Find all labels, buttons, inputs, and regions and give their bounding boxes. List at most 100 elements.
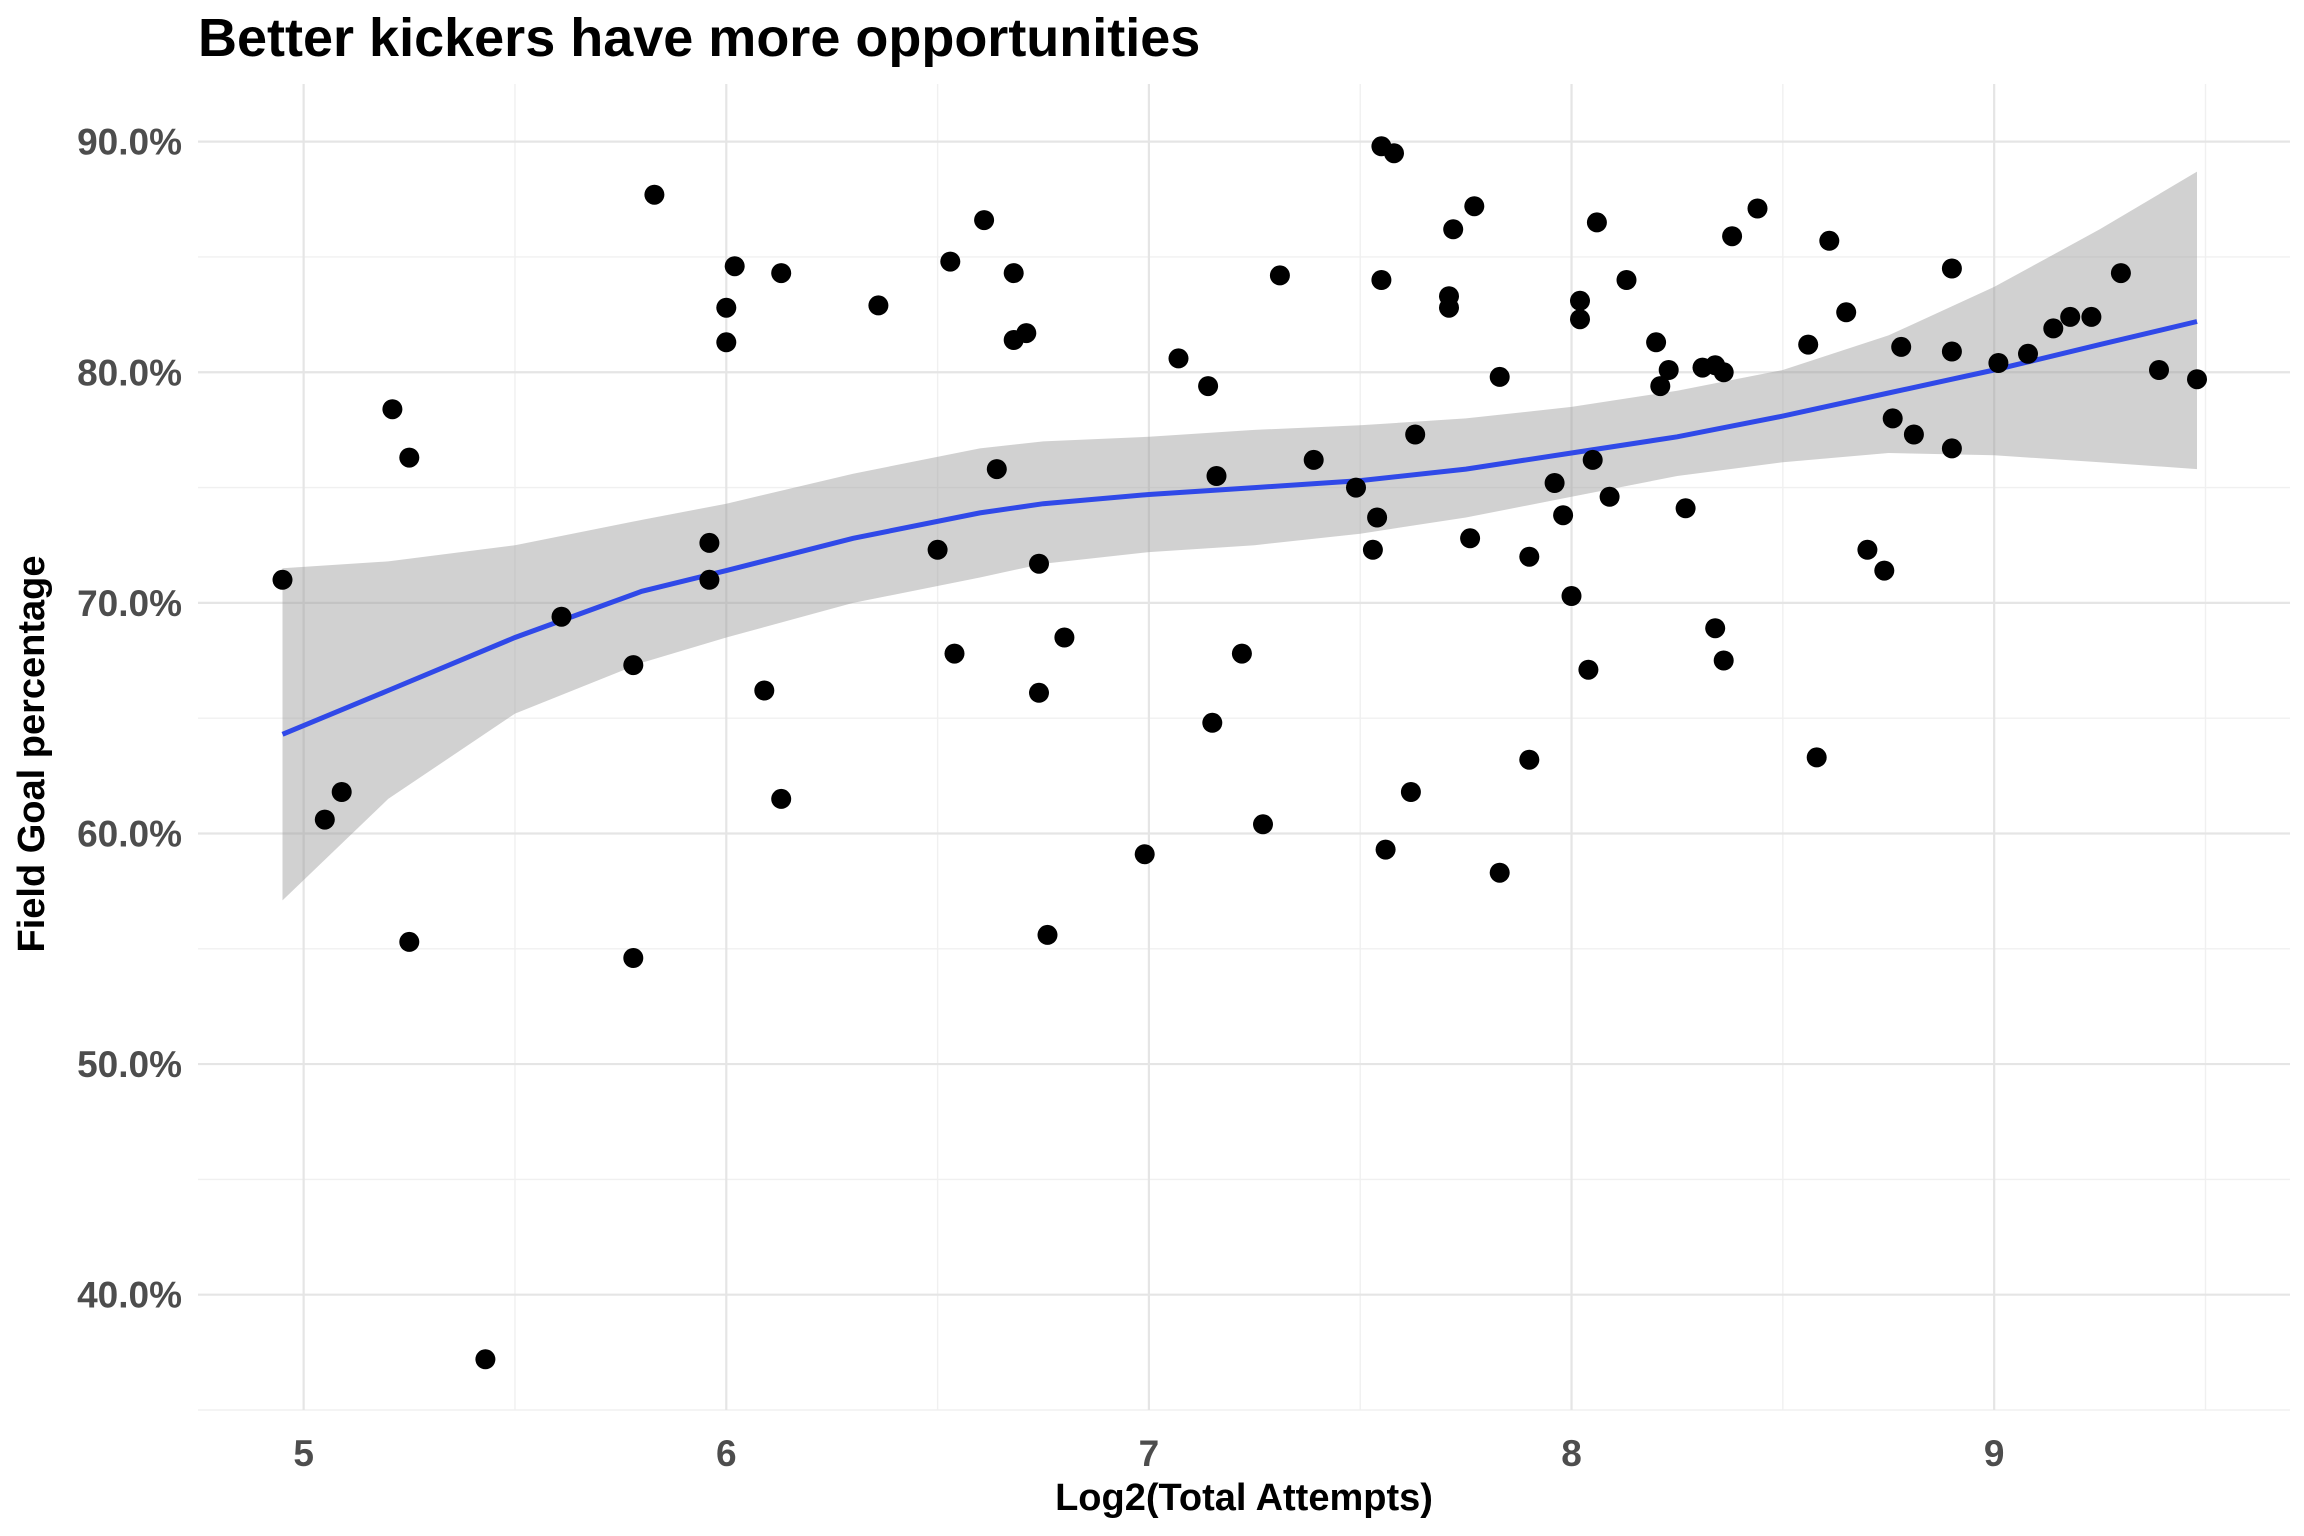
data-point (1303, 449, 1324, 470)
data-point (1874, 560, 1895, 581)
trend-line (281, 319, 2198, 737)
trend-line-layer (281, 319, 2198, 737)
data-point (1362, 539, 1383, 560)
data-point (771, 263, 792, 284)
data-point (272, 569, 293, 590)
chart-title: Better kickers have more opportunities (198, 8, 1200, 68)
data-point (1819, 230, 1840, 251)
data-point (1882, 408, 1903, 429)
data-point (2110, 263, 2131, 284)
data-point (399, 447, 420, 468)
data-point (1134, 844, 1155, 865)
data-point (2149, 360, 2169, 380)
data-point (1806, 747, 1827, 768)
data-point (314, 809, 335, 830)
data-point (1202, 712, 1223, 733)
data-point (2043, 318, 2064, 339)
data-point (1646, 332, 1667, 353)
data-point (1836, 302, 1857, 323)
data-point (644, 184, 665, 205)
data-point (1489, 862, 1510, 883)
data-point (716, 332, 737, 353)
data-point (1941, 258, 1962, 279)
data-point (1988, 353, 2009, 373)
data-point (2187, 369, 2207, 390)
data-point (1747, 198, 1768, 219)
data-point (1658, 360, 1679, 380)
data-point (1705, 618, 1726, 639)
data-point (1798, 334, 1819, 355)
y-axis-tick-labels: 40.0% 50.0% 60.0% 70.0% 80.0% 90.0% (77, 122, 182, 1316)
data-point (1519, 749, 1540, 770)
y-tick-label: 70.0% (77, 583, 182, 624)
x-tick-label: 7 (1139, 1433, 1160, 1474)
data-point (1553, 505, 1574, 526)
data-point (940, 251, 961, 272)
x-axis-title: Log2(Total Attempts) (1055, 1477, 1433, 1519)
data-point (1443, 219, 1464, 240)
data-point (623, 948, 644, 968)
data-point (1405, 424, 1426, 445)
data-point (1891, 336, 1912, 357)
data-point (1029, 682, 1049, 703)
data-point (1367, 507, 1388, 528)
data-point (1439, 297, 1459, 318)
data-point (1713, 650, 1734, 671)
data-point (771, 788, 792, 809)
data-point (1570, 290, 1590, 311)
y-tick-label: 60.0% (77, 813, 182, 854)
data-point (623, 655, 644, 676)
confidence-band-layer (282, 171, 2197, 901)
y-tick-label: 90.0% (77, 122, 182, 163)
y-axis-title: Field Goal percentage (11, 556, 53, 953)
data-point (1016, 323, 1037, 344)
data-point (1269, 265, 1290, 286)
x-tick-label: 5 (293, 1433, 314, 1474)
data-point (399, 931, 420, 952)
y-tick-label: 80.0% (77, 352, 182, 393)
data-point (2060, 306, 2081, 327)
data-point (1941, 341, 1962, 362)
x-axis-tick-labels: 5 6 7 8 9 (293, 1433, 2004, 1474)
data-point (382, 399, 403, 420)
data-point (1519, 546, 1540, 567)
data-point (1375, 839, 1396, 860)
data-point (1464, 196, 1485, 217)
data-point (974, 210, 995, 231)
data-point (1903, 424, 1924, 445)
y-tick-label: 50.0% (77, 1044, 182, 1085)
data-point (944, 643, 965, 664)
data-point (1206, 466, 1227, 486)
grid (198, 84, 2290, 1411)
x-tick-label: 9 (1984, 1433, 2005, 1474)
data-point (1570, 309, 1590, 330)
data-point (2018, 343, 2038, 364)
data-point (1460, 528, 1481, 549)
data-point (1599, 486, 1620, 507)
data-point (699, 569, 720, 590)
data-point (1029, 553, 1049, 574)
data-point (1650, 376, 1671, 397)
data-point (1578, 659, 1599, 680)
data-point (1616, 270, 1637, 290)
data-point (1054, 627, 1075, 648)
data-point (1582, 449, 1603, 470)
data-point (1198, 376, 1219, 397)
data-point (1384, 143, 1404, 164)
data-point (331, 782, 352, 802)
data-point (1400, 782, 1421, 802)
data-point (868, 295, 889, 316)
data-points (272, 136, 2207, 1370)
data-point (716, 297, 737, 318)
data-point (1168, 348, 1189, 369)
confidence-band (282, 171, 2197, 901)
data-point (1037, 924, 1058, 945)
data-point (927, 539, 948, 560)
data-point (1544, 473, 1565, 493)
data-point (1586, 212, 1607, 233)
data-point (986, 459, 1007, 480)
data-point (1231, 643, 1252, 664)
data-point (1489, 366, 1510, 387)
data-point (1713, 362, 1734, 383)
